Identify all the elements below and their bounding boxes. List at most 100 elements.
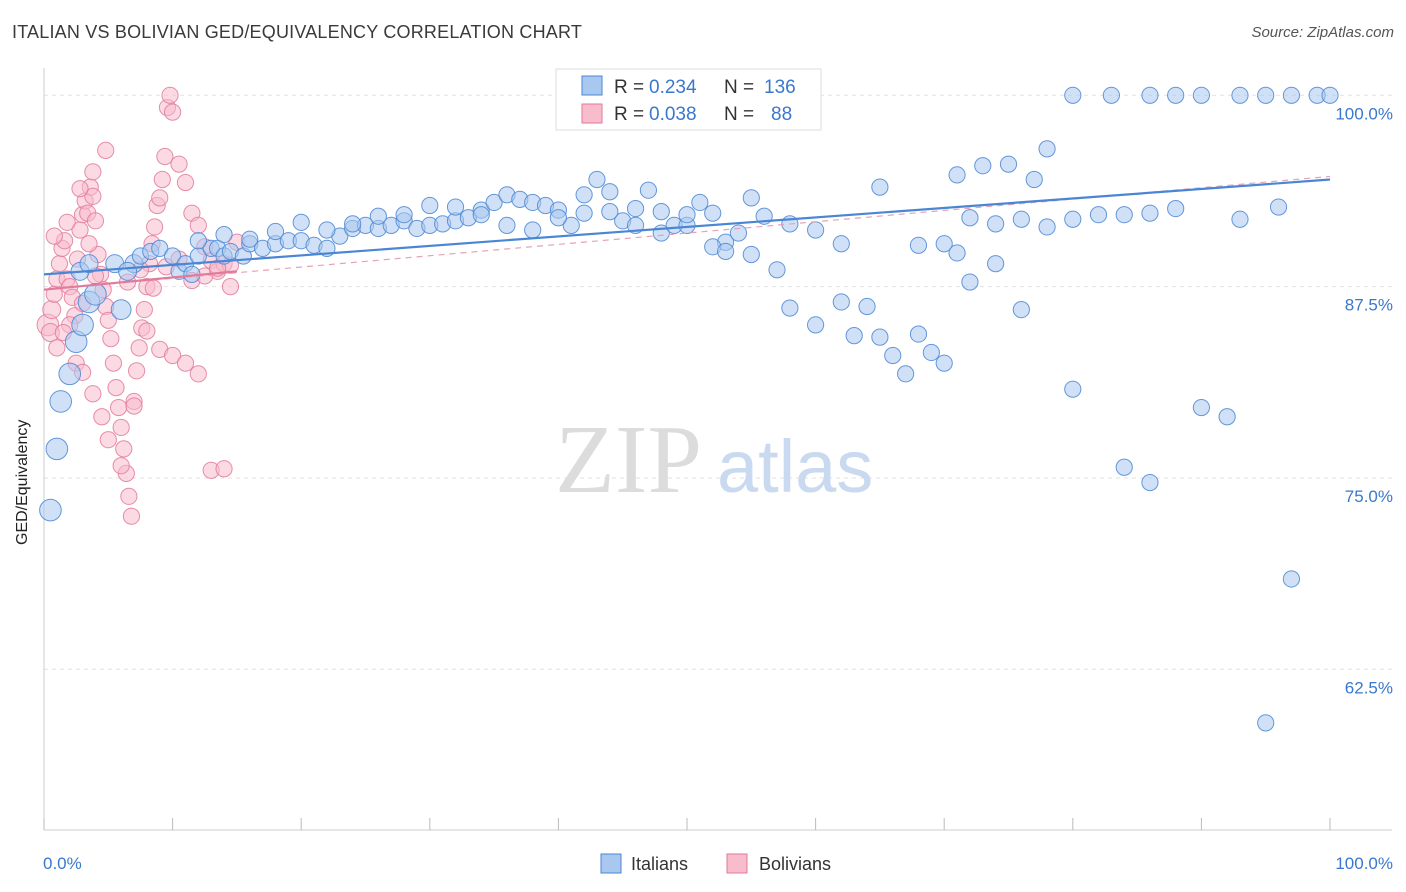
series-italians bbox=[39, 86, 1339, 732]
italians-point bbox=[575, 204, 593, 222]
italians-point bbox=[1269, 198, 1288, 216]
italians-point bbox=[832, 235, 850, 253]
watermark-atlas: atlas bbox=[717, 425, 873, 508]
bolivians-point bbox=[93, 408, 111, 426]
legend-r-value-bolivians: 0.038 bbox=[649, 104, 697, 125]
bolivians-point bbox=[86, 212, 105, 230]
bolivians-point bbox=[84, 187, 102, 205]
italians-point bbox=[807, 316, 825, 334]
italians-point bbox=[987, 215, 1005, 233]
source-label: Source: ZipAtlas.com bbox=[1251, 24, 1394, 41]
italians-point bbox=[1192, 398, 1211, 417]
bolivians-point bbox=[153, 170, 171, 189]
italians-point bbox=[58, 362, 82, 386]
italians-point bbox=[1141, 86, 1159, 104]
italians-point bbox=[1038, 218, 1056, 236]
bolivians-point bbox=[164, 346, 182, 365]
italians-point bbox=[678, 206, 696, 224]
bolivians-point bbox=[112, 457, 130, 475]
italians-point bbox=[858, 297, 876, 316]
y-tick-label: 75.0% bbox=[1345, 487, 1393, 506]
bolivians-point bbox=[120, 487, 138, 505]
legend-r-label-bolivians: R = bbox=[614, 104, 644, 125]
italians-point bbox=[118, 261, 138, 281]
bolivians-point bbox=[127, 362, 146, 380]
italians-point bbox=[84, 282, 107, 306]
bottom-legend-swatch-italians bbox=[600, 853, 622, 874]
bottom-legend-swatch-bolivians bbox=[726, 853, 748, 874]
italians-point bbox=[1012, 210, 1030, 228]
italians-point bbox=[1321, 86, 1339, 104]
bolivians-point bbox=[58, 213, 76, 231]
italians-point bbox=[768, 261, 786, 279]
italians-point bbox=[832, 293, 850, 311]
italians-point bbox=[49, 390, 73, 413]
series-bolivians bbox=[36, 86, 246, 525]
italians-point bbox=[1282, 86, 1301, 104]
italians-point bbox=[1231, 86, 1249, 104]
italians-point bbox=[935, 354, 953, 372]
bolivians-point bbox=[125, 397, 143, 415]
italians-point bbox=[1192, 86, 1211, 104]
italians-point bbox=[39, 498, 62, 522]
italians-point bbox=[151, 239, 169, 257]
italians-point bbox=[446, 198, 465, 216]
italians-point bbox=[961, 209, 979, 227]
bolivians-point bbox=[156, 147, 174, 166]
watermark: ZIP atlas bbox=[555, 406, 873, 514]
italians-point bbox=[45, 437, 69, 461]
bolivians-point bbox=[130, 339, 148, 357]
italians-point bbox=[909, 236, 928, 254]
italians-point bbox=[807, 221, 825, 239]
italians-point bbox=[1167, 199, 1185, 218]
italians-point bbox=[742, 189, 760, 207]
bolivians-point bbox=[84, 385, 102, 403]
bolivians-point bbox=[122, 507, 141, 525]
bolivians-point bbox=[112, 418, 130, 437]
bolivians-point bbox=[107, 379, 125, 397]
italians-point bbox=[562, 216, 580, 235]
italians-point bbox=[716, 242, 735, 261]
italians-point bbox=[626, 199, 645, 218]
legend-n-label-italians: N = bbox=[724, 77, 754, 98]
italians-point bbox=[909, 325, 928, 343]
bolivians-point bbox=[161, 86, 179, 104]
italians-point bbox=[948, 244, 966, 262]
bolivians-point bbox=[189, 365, 207, 383]
italians-point bbox=[344, 215, 362, 233]
italians-point bbox=[601, 183, 619, 201]
italians-point bbox=[922, 343, 940, 362]
bolivians-point bbox=[145, 218, 164, 236]
italians-point bbox=[1012, 300, 1030, 319]
bolivians-point bbox=[144, 279, 162, 297]
bolivians-point bbox=[84, 163, 102, 181]
italians-point bbox=[472, 206, 490, 224]
bolivians-point bbox=[71, 180, 89, 198]
italians-point bbox=[1025, 170, 1043, 189]
italians-point bbox=[871, 178, 889, 196]
italians-point bbox=[575, 186, 593, 204]
italians-point bbox=[369, 207, 387, 225]
bolivians-point bbox=[99, 311, 117, 329]
italians-point bbox=[691, 193, 709, 212]
italians-point bbox=[485, 193, 503, 212]
bolivians-point bbox=[135, 300, 153, 319]
bolivians-point bbox=[42, 300, 62, 320]
legend-n-value-bolivians: 88 bbox=[771, 104, 792, 125]
italians-point bbox=[1089, 206, 1108, 224]
bottom-legend-label-bolivians: Bolivians bbox=[759, 854, 831, 874]
bolivians-point bbox=[221, 278, 240, 296]
italians-point bbox=[1115, 458, 1133, 476]
italians-point bbox=[1064, 210, 1082, 228]
legend-stats: R = 0.234 N = 136 R = 0.038 N = 88 bbox=[555, 68, 822, 131]
italians-point bbox=[588, 170, 606, 189]
italians-point bbox=[1282, 570, 1301, 588]
legend-swatch-bolivians bbox=[581, 103, 603, 124]
watermark-zip: ZIP bbox=[555, 406, 702, 514]
italians-point bbox=[781, 299, 799, 317]
bolivians-point bbox=[115, 440, 133, 458]
bottom-legend-label-italians: Italians bbox=[631, 854, 688, 874]
italians-point bbox=[897, 365, 915, 383]
italians-point bbox=[1218, 408, 1236, 426]
italians-point bbox=[189, 232, 207, 250]
